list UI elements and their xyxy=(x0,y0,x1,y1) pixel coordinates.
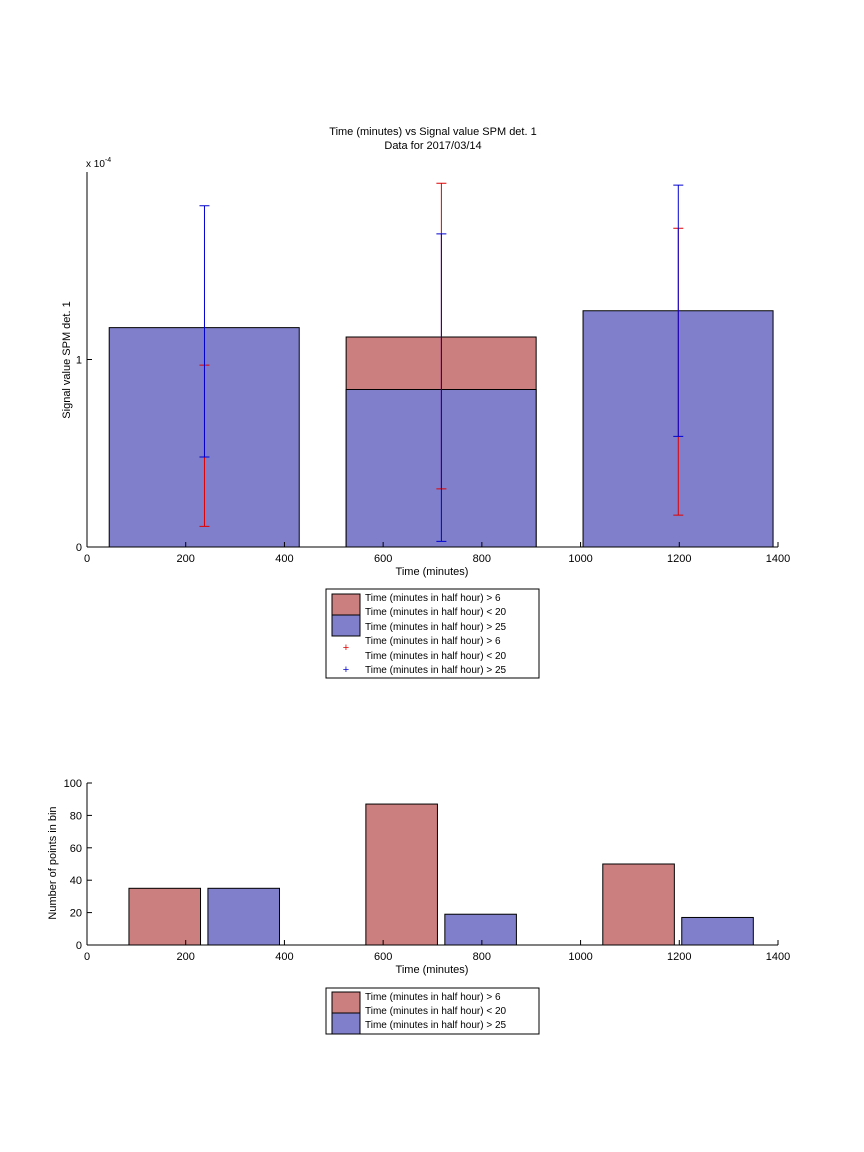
chart1-x-tick-label: 1000 xyxy=(568,553,592,565)
chart1-x-tick-label: 1400 xyxy=(766,553,790,565)
chart2-bar-blue xyxy=(444,913,517,946)
legend1-swatch-red xyxy=(331,593,361,616)
chart2-legend: Time (minutes in half hour) > 6 Time (mi… xyxy=(325,987,540,1035)
legend1-entry-3: Time (minutes in half hour) > 25 xyxy=(365,622,507,633)
chart2-y-tick-label: 60 xyxy=(70,843,82,855)
chart1-errorbars xyxy=(199,182,684,542)
chart2-y-tick-label: 80 xyxy=(70,810,82,822)
chart1-legend-box xyxy=(325,588,540,679)
chart1-y-tick-label: 1 xyxy=(76,355,82,367)
legend1-entry-6: Time (minutes in half hour) > 25 xyxy=(365,665,507,676)
chart1-multiplier-exp: -4 xyxy=(105,157,111,164)
chart2-ylabel: Number of points in bin xyxy=(47,806,59,919)
chart2-bar-blue xyxy=(681,916,754,946)
chart2-bars xyxy=(128,803,754,946)
chart2-x-tick-label: 800 xyxy=(473,951,491,963)
chart1-x-tick-label: 0 xyxy=(84,553,90,565)
legend1-entry-4: Time (minutes in half hour) > 6 xyxy=(365,636,501,647)
chart2-x-tick-label: 1400 xyxy=(766,951,790,963)
chart1-x-tick-label: 600 xyxy=(374,553,392,565)
legend2-entry-2: Time (minutes in half hour) < 20 xyxy=(365,1006,507,1017)
chart2-legend-box xyxy=(325,987,540,1035)
chart1-axes: 0 200 400 600 800 1000 1200 1400 0 1 xyxy=(76,172,790,565)
chart1-x-tick-label: 800 xyxy=(473,553,491,565)
legend1-marker-red: + xyxy=(343,642,349,654)
chart1-y-tick-label: 0 xyxy=(76,542,82,554)
chart1-legend: + + Time (minutes in half hour) > 6 Time… xyxy=(325,588,540,679)
chart2-x-tick-label: 200 xyxy=(177,951,195,963)
chart1-xlabel: Time (minutes) xyxy=(396,566,469,578)
chart2-y-tick-label: 100 xyxy=(64,778,82,790)
chart1-ylabel: Signal value SPM det. 1 xyxy=(61,301,73,418)
chart1-x-tick-label: 200 xyxy=(177,553,195,565)
chart2-x-tick-label: 1000 xyxy=(568,951,592,963)
legend2-swatch-red xyxy=(331,991,361,1014)
chart2-x-tick-label: 1200 xyxy=(667,951,691,963)
chart2-x-tick-label: 600 xyxy=(374,951,392,963)
chart1-x-tick-label: 1200 xyxy=(667,553,691,565)
legend2-entry-3: Time (minutes in half hour) > 25 xyxy=(365,1020,507,1031)
chart2-bar-red xyxy=(128,887,202,946)
chart2-y-tick-label: 40 xyxy=(70,875,82,887)
legend1-entry-5: Time (minutes in half hour) < 20 xyxy=(365,651,507,662)
legend2-swatch-blue xyxy=(331,1012,361,1035)
chart2-bar-red xyxy=(602,863,675,946)
legend1-entry-2: Time (minutes in half hour) < 20 xyxy=(365,607,507,618)
chart1-x-tick-label: 400 xyxy=(275,553,293,565)
chart2-bar-blue xyxy=(207,887,280,946)
chart2-y-tick-label: 0 xyxy=(76,940,82,952)
chart2-y-tick-label: 20 xyxy=(70,908,82,920)
chart2-axes: 0 200 400 600 800 1000 1200 1400 0 20 40 60 80 100 xyxy=(64,778,791,963)
legend1-entry-1: Time (minutes in half hour) > 6 xyxy=(365,593,501,604)
chart1-multiplier: x 10-4 xyxy=(86,157,111,170)
chart1-subtitle: Data for 2017/03/14 xyxy=(384,140,481,152)
chart2-x-tick-label: 400 xyxy=(275,951,293,963)
legend1-swatch-blue xyxy=(331,614,361,637)
legend2-entry-1: Time (minutes in half hour) > 6 xyxy=(365,992,501,1003)
legend1-marker-blue: + xyxy=(343,664,349,676)
chart2-xlabel: Time (minutes) xyxy=(396,964,469,976)
chart2-bar-red xyxy=(365,803,438,946)
chart1-title: Time (minutes) vs Signal value SPM det. … xyxy=(329,126,536,138)
chart2-x-tick-label: 0 xyxy=(84,951,90,963)
